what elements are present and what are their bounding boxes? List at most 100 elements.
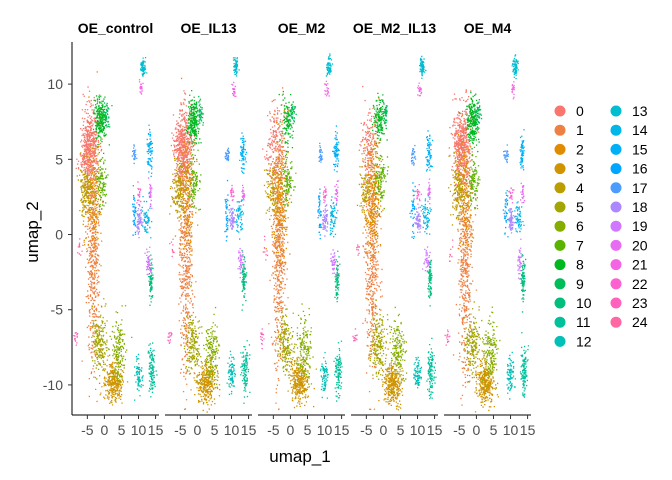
y-axis-title: umap_2 xyxy=(23,201,42,262)
cluster-15-points xyxy=(146,124,154,177)
cluster-16-points xyxy=(132,185,137,236)
cluster-13-points xyxy=(325,53,334,77)
cluster-9-points xyxy=(289,101,297,130)
cluster-10-points xyxy=(426,259,433,307)
cluster-13-points xyxy=(140,57,148,77)
cluster-14-points xyxy=(514,201,525,233)
cluster-4-points xyxy=(169,144,189,237)
cluster-points xyxy=(444,54,530,413)
cluster-22-points xyxy=(322,186,328,204)
legend-label: 0 xyxy=(576,103,584,119)
cluster-0-points xyxy=(448,89,480,201)
legend-label: 3 xyxy=(576,161,584,177)
legend-key-dot xyxy=(610,297,622,309)
legend-label: 13 xyxy=(632,103,648,119)
cluster-2-points xyxy=(456,128,479,270)
x-tick-label: 15 xyxy=(334,422,350,438)
cluster-2-points xyxy=(360,97,384,301)
legend-item: 12 xyxy=(554,333,592,349)
x-tick-label: 5 xyxy=(304,422,312,438)
cluster-4-points xyxy=(356,152,374,221)
cluster-11-points xyxy=(333,340,343,402)
legend-item: 22 xyxy=(610,276,648,292)
facet-panel: OE_M4 -5 0 5 10 15 xyxy=(444,20,536,438)
cluster-24-points xyxy=(356,244,360,256)
cluster-15-points xyxy=(519,129,525,171)
legend-label: 22 xyxy=(632,276,648,292)
legend-label: 5 xyxy=(576,199,584,215)
cluster-9-points xyxy=(382,100,388,127)
cluster-9-points xyxy=(195,95,204,126)
facet-panel: OE_IL13 -5 0 5 10 15 xyxy=(165,20,257,438)
facet-strip-label: OE_IL13 xyxy=(180,20,236,36)
cluster-21-points xyxy=(231,81,237,97)
legend-label: 2 xyxy=(576,141,584,157)
legend-key-dot xyxy=(554,143,566,155)
legend-item: 20 xyxy=(610,237,648,253)
x-tick-label: -5 xyxy=(453,422,466,438)
cluster-19-points xyxy=(144,246,153,276)
legend-key-dot xyxy=(554,335,566,347)
legend-key-dot xyxy=(554,124,566,136)
cluster-18-points xyxy=(508,208,516,234)
legend-key-dot xyxy=(610,316,622,328)
legend-item: 11 xyxy=(554,314,591,330)
cluster-8-points xyxy=(371,92,388,144)
cluster-22-points xyxy=(136,181,142,207)
legend-item: 15 xyxy=(610,141,648,157)
cluster-7-points xyxy=(373,147,389,216)
legend-label: 21 xyxy=(632,257,648,273)
y-tick-label: -10 xyxy=(43,377,63,393)
facet-panel: OE_control -5 0 5 10 15 xyxy=(72,20,164,438)
cluster-5-points xyxy=(367,299,391,380)
legend-item: 10 xyxy=(554,295,592,311)
cluster-12-points xyxy=(319,352,329,399)
cluster-16-points xyxy=(224,179,231,242)
x-tick-label: 0 xyxy=(380,422,388,438)
cluster-points xyxy=(167,57,251,413)
legend-key-dot xyxy=(610,124,622,136)
cluster-23-points xyxy=(259,328,265,350)
cluster-7-points xyxy=(91,152,109,215)
legend-label: 1 xyxy=(576,122,584,138)
cluster-17-points xyxy=(131,144,138,165)
cluster-10-points xyxy=(148,254,154,306)
legend-item: 19 xyxy=(610,218,648,234)
cluster-16-points xyxy=(317,188,322,240)
cluster-3-points xyxy=(287,356,317,415)
cluster-15-points xyxy=(425,130,434,197)
legend-item: 16 xyxy=(610,161,648,177)
legend-item: 5 xyxy=(554,199,584,215)
cluster-7-points xyxy=(186,149,202,211)
cluster-12-points xyxy=(506,351,516,400)
cluster-1-points xyxy=(362,107,383,410)
cluster-3-points xyxy=(474,350,499,413)
y-tick-label: -5 xyxy=(51,302,64,318)
legend-label: 11 xyxy=(576,314,591,330)
cluster-21-points xyxy=(417,82,423,97)
legend-key-dot xyxy=(610,143,622,155)
cluster-12-points xyxy=(413,356,423,389)
legend-key-dot xyxy=(554,259,566,271)
x-tick-label: 15 xyxy=(241,422,257,438)
x-tick-label: 15 xyxy=(427,422,443,438)
legend-key-dot xyxy=(610,182,622,194)
cluster-6-points xyxy=(387,306,408,393)
legend-item: 21 xyxy=(610,257,648,273)
cluster-21-points xyxy=(324,80,330,97)
legend-key-dot xyxy=(554,239,566,251)
cluster-11-points xyxy=(240,340,251,404)
legend-item: 18 xyxy=(610,199,648,215)
cluster-24-points xyxy=(449,239,454,262)
x-tick-label: -5 xyxy=(81,422,94,438)
cluster-19-points xyxy=(237,247,246,279)
x-tick-label: 15 xyxy=(520,422,536,438)
cluster-points xyxy=(73,57,158,415)
x-tick-label: 10 xyxy=(224,422,240,438)
cluster-23-points xyxy=(167,332,173,344)
x-tick-label: -5 xyxy=(267,422,280,438)
legend-label: 24 xyxy=(632,314,648,330)
cluster-2-points xyxy=(265,109,297,284)
legend-key-dot xyxy=(610,278,622,290)
cluster-18-points xyxy=(228,207,236,230)
